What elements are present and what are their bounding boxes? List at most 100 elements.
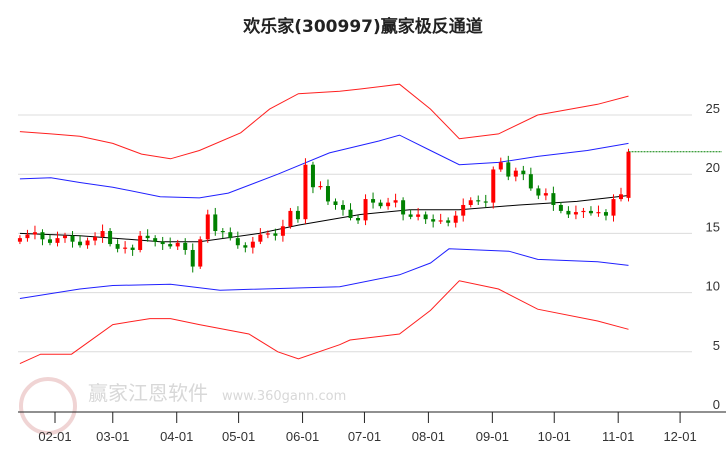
candle-body: [596, 212, 601, 214]
candle-body: [115, 244, 120, 249]
candle-body: [348, 209, 353, 219]
x-tick-label: 07-01: [348, 429, 381, 444]
watermark-brand: 赢家江恩软件: [88, 381, 208, 405]
candles: [17, 148, 722, 273]
band-line-outer-upper: [19, 83, 629, 160]
candle-body: [551, 193, 556, 205]
candle-body: [521, 170, 526, 175]
candle-body: [100, 231, 105, 237]
grid-lines: [18, 114, 692, 353]
candle-body: [228, 232, 233, 239]
candle-body: [573, 212, 578, 215]
x-tick-label: 06-01: [286, 429, 319, 444]
candle-body: [513, 170, 518, 177]
band-line-middle: [19, 195, 629, 243]
candle-body: [85, 240, 90, 246]
candle-body: [325, 186, 330, 202]
candle-body: [63, 235, 68, 239]
candle-body: [603, 212, 608, 216]
candle-body: [468, 200, 473, 205]
candle-body: [356, 218, 361, 221]
candle-body: [213, 214, 218, 232]
candle-body: [393, 200, 398, 203]
candle-body: [483, 201, 488, 203]
candle-body: [303, 164, 308, 220]
candle-body: [55, 238, 60, 243]
candle-body: [506, 162, 511, 177]
x-tick-label: 12-01: [663, 429, 696, 444]
candle-body: [491, 169, 496, 203]
candle-body: [145, 235, 150, 239]
band-line-inner-upper: [19, 134, 629, 199]
candle-body: [138, 235, 143, 250]
candle-body: [183, 242, 188, 250]
x-axis: 02-01 03-01 04-01 05-01 06-01 07-01 08-01 09-01…: [18, 411, 726, 444]
band-line-inner-lower: [19, 248, 629, 299]
candle-body: [243, 245, 248, 248]
band-line-outer-lower: [19, 280, 629, 365]
candle-body: [431, 219, 436, 222]
candle-body: [498, 162, 503, 170]
candle-body: [566, 210, 571, 215]
candle-body: [588, 210, 593, 214]
candle-body: [70, 235, 75, 242]
y-tick-label: 10: [706, 279, 720, 294]
candle-body: [341, 204, 346, 210]
candle-body: [295, 210, 300, 220]
y-tick-label: 5: [713, 338, 720, 353]
candle-body: [401, 200, 406, 215]
x-tick-label: 05-01: [222, 429, 255, 444]
candle-body: [363, 199, 368, 221]
candle-body: [40, 232, 45, 240]
candle-body: [168, 244, 173, 247]
x-tick-label: 04-01: [160, 429, 193, 444]
candle-body: [235, 238, 240, 246]
x-tick-label: 11-01: [602, 429, 634, 444]
candle-body: [175, 242, 180, 247]
candle-body: [198, 239, 203, 267]
x-tick-label: 10-01: [538, 429, 571, 444]
watermark-logo: [19, 377, 77, 435]
y-tick-label: 15: [706, 219, 720, 234]
y-tick-label: 20: [706, 160, 720, 175]
candle-body: [536, 188, 541, 196]
candle-body: [626, 151, 631, 198]
candle-body: [288, 210, 293, 227]
x-tick-label: 08-01: [412, 429, 445, 444]
candle-body: [416, 214, 421, 217]
candle-body: [558, 204, 563, 211]
candle-body: [220, 231, 225, 233]
candle-body: [423, 214, 428, 220]
candle-body: [25, 234, 30, 239]
watermark: 赢家江恩软件 www.360gann.com: [19, 377, 346, 435]
candle-body: [17, 238, 22, 242]
band-lines: [19, 83, 629, 365]
candle-body: [258, 234, 263, 242]
candle-body: [130, 247, 135, 250]
candle-body: [446, 220, 451, 223]
candle-body: [205, 214, 210, 240]
candle-body: [378, 202, 383, 207]
candle-body: [108, 231, 113, 245]
candle-body: [438, 220, 443, 222]
candle-body: [32, 232, 37, 235]
candle-body: [611, 199, 616, 216]
candle-body: [273, 233, 278, 236]
candle-body: [408, 214, 413, 217]
candle-body: [123, 247, 128, 249]
candle-body: [190, 249, 195, 267]
candle-body: [371, 199, 376, 203]
candle-body: [318, 186, 323, 188]
candle-body: [160, 241, 165, 245]
candle-body: [619, 194, 624, 200]
candle-body: [453, 215, 458, 223]
candle-body: [280, 226, 285, 236]
candle-body: [461, 204, 466, 216]
x-tick-label: 02-01: [38, 429, 71, 444]
candle-body: [543, 193, 548, 196]
candle-body: [153, 238, 158, 242]
candle-body: [528, 174, 533, 189]
candle-body: [78, 241, 83, 246]
x-tick-label: 03-01: [96, 429, 129, 444]
